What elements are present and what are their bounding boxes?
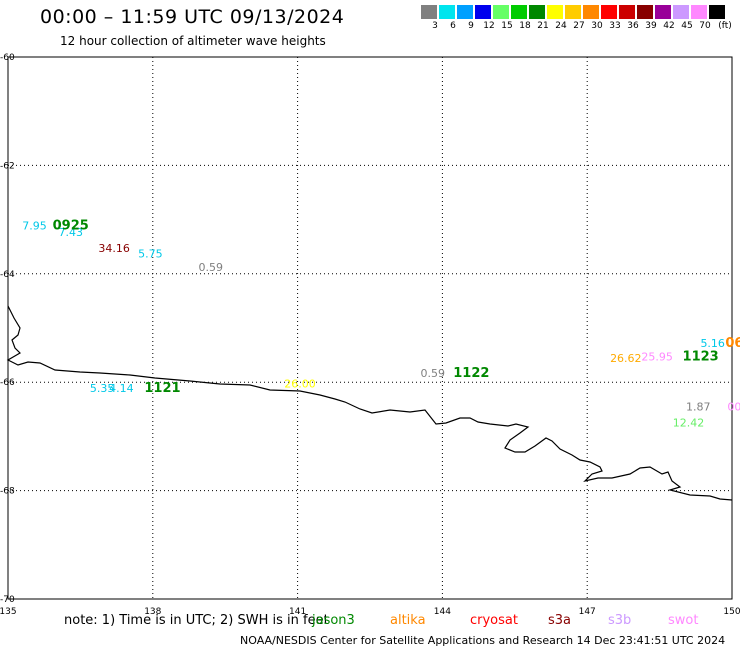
color-scale-label: 36	[627, 21, 639, 31]
note-text: note: 1) Time is in UTC; 2) SWH is in fe…	[64, 613, 329, 628]
color-scale-label: 45	[681, 21, 693, 31]
wave-height-label: 7.43	[58, 226, 83, 239]
lon-tick-label: 141	[289, 607, 306, 617]
legend-item-swot: swot	[668, 613, 699, 628]
lat-tick-label: -62	[0, 161, 15, 171]
wave-height-label: 00	[727, 400, 740, 413]
legend-item-s3a: s3a	[548, 613, 572, 628]
wave-height-label: 5.35	[90, 382, 115, 395]
lon-tick-label: 138	[144, 607, 161, 617]
color-scale-label: 42	[663, 21, 675, 31]
wave-height-label: 5.75	[138, 248, 163, 261]
lat-tick-label: -66	[0, 378, 15, 388]
color-scale-label: 9	[468, 21, 474, 31]
legend-item-altika: altika	[390, 613, 426, 628]
color-scale-swatch	[709, 5, 725, 19]
wave-height-label: 7.95	[22, 219, 47, 232]
legend-item-jason3: jason3	[312, 613, 355, 628]
color-scale-label: 15	[501, 21, 513, 31]
wave-height-label: 26.62	[610, 352, 642, 365]
credit-line: NOAA/NESDIS Center for Satellite Applica…	[240, 634, 726, 647]
color-scale-swatch	[691, 5, 707, 19]
color-scale-swatch	[475, 5, 491, 19]
color-scale-label: 33	[609, 21, 621, 31]
color-scale-swatch	[655, 5, 671, 19]
color-scale-swatch	[565, 5, 581, 19]
map-graticule: 135 138 141 144 147 150 -60 -62 -64 -66 -68 -70	[0, 53, 740, 617]
color-scale-swatch	[421, 5, 437, 19]
map-subtitle: 12 hour collection of altimeter wave hei…	[60, 34, 326, 48]
lat-tick-label: -70	[0, 595, 15, 605]
color-scale-label: 30	[591, 21, 603, 31]
color-scale-label: 21	[537, 21, 549, 31]
color-scale-label: 39	[645, 21, 657, 31]
color-scale-swatch	[673, 5, 689, 19]
pass-time-label: 06	[725, 336, 740, 351]
color-scale-label: 24	[555, 21, 567, 31]
map-title: 00:00 – 11:59 UTC 09/13/2024	[40, 6, 345, 28]
color-scale-label: 70	[699, 21, 711, 31]
lon-tick-label: 135	[0, 607, 17, 617]
color-scale-swatch	[529, 5, 545, 19]
color-scale-swatch	[493, 5, 509, 19]
pass-time-label: 1121	[144, 381, 180, 396]
color-scale-label: 18	[519, 21, 531, 31]
wave-height-label: 4.14	[109, 382, 134, 395]
lon-tick-label: 147	[579, 607, 596, 617]
color-scale-swatch	[511, 5, 527, 19]
wave-height-label: 34.16	[98, 242, 130, 255]
color-scale-swatch	[637, 5, 653, 19]
pass-time-label: 0925	[53, 218, 89, 233]
map-frame	[7, 56, 733, 600]
color-scale-swatch	[439, 5, 455, 19]
color-scale-swatch	[619, 5, 635, 19]
wave-height-label: 26.00	[284, 378, 316, 391]
wave-height-label: 0.59	[420, 367, 445, 380]
pass-time-label: 1122	[453, 366, 489, 381]
wave-height-label: 1.87	[686, 400, 711, 413]
lat-tick-label: -64	[0, 270, 15, 280]
legend-item-cryosat: cryosat	[470, 613, 518, 628]
color-scale-swatch	[601, 5, 617, 19]
color-scale-label: 6	[450, 21, 456, 31]
lon-tick-label: 150	[723, 607, 740, 617]
coastline	[6, 305, 733, 501]
wave-height-label: 25.95	[641, 351, 673, 364]
color-scale-label: 27	[573, 21, 585, 31]
color-scale-label: 3	[432, 21, 438, 31]
wave-height-label: 0.59	[198, 261, 223, 274]
wave-height-label: 12.42	[673, 417, 705, 430]
legend-item-s3b: s3b	[608, 613, 632, 628]
wave-height-label: 5.16	[700, 337, 725, 350]
lat-tick-label: -68	[0, 487, 15, 497]
color-scale-unit: (ft)	[718, 21, 732, 31]
color-scale-swatch	[583, 5, 599, 19]
color-scale-swatch	[547, 5, 563, 19]
lon-tick-label: 144	[434, 607, 451, 617]
color-scale-label: 12	[483, 21, 495, 31]
color-scale-swatch	[457, 5, 473, 19]
lat-tick-label: -60	[0, 53, 15, 63]
pass-time-label: 1123	[683, 350, 719, 365]
